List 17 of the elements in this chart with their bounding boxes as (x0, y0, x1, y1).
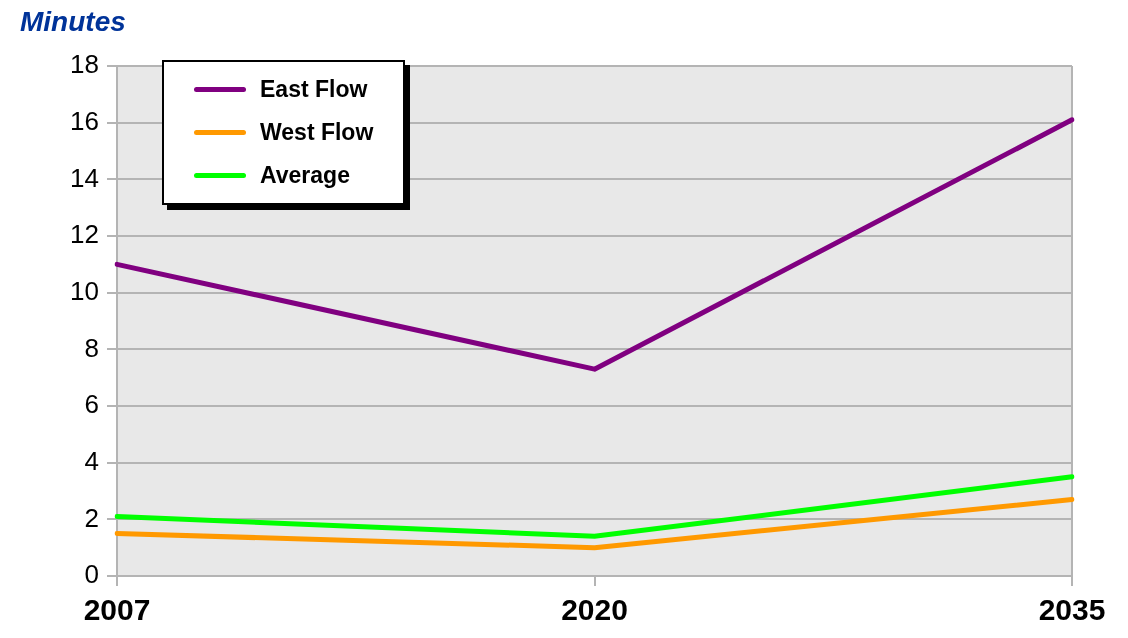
y-tick-label: 6 (84, 389, 99, 420)
legend-label: East Flow (260, 76, 368, 103)
y-tick-label: 4 (84, 445, 99, 476)
legend-label: Average (260, 162, 350, 189)
y-tick-label: 16 (70, 105, 99, 136)
y-tick-label: 10 (70, 275, 99, 306)
y-tick-label: 14 (70, 162, 99, 193)
y-tick-label: 18 (70, 49, 99, 80)
y-axis-title: Minutes (20, 6, 126, 38)
y-tick-label: 0 (84, 559, 99, 590)
x-tick-label: 2007 (83, 593, 151, 627)
x-tick-label: 2020 (561, 593, 628, 627)
y-tick-label: 12 (70, 219, 99, 250)
y-tick-label: 2 (84, 502, 99, 533)
x-tick-label: 2035 (1038, 593, 1106, 627)
y-tick-label: 8 (84, 332, 99, 363)
legend-label: West Flow (260, 119, 374, 146)
